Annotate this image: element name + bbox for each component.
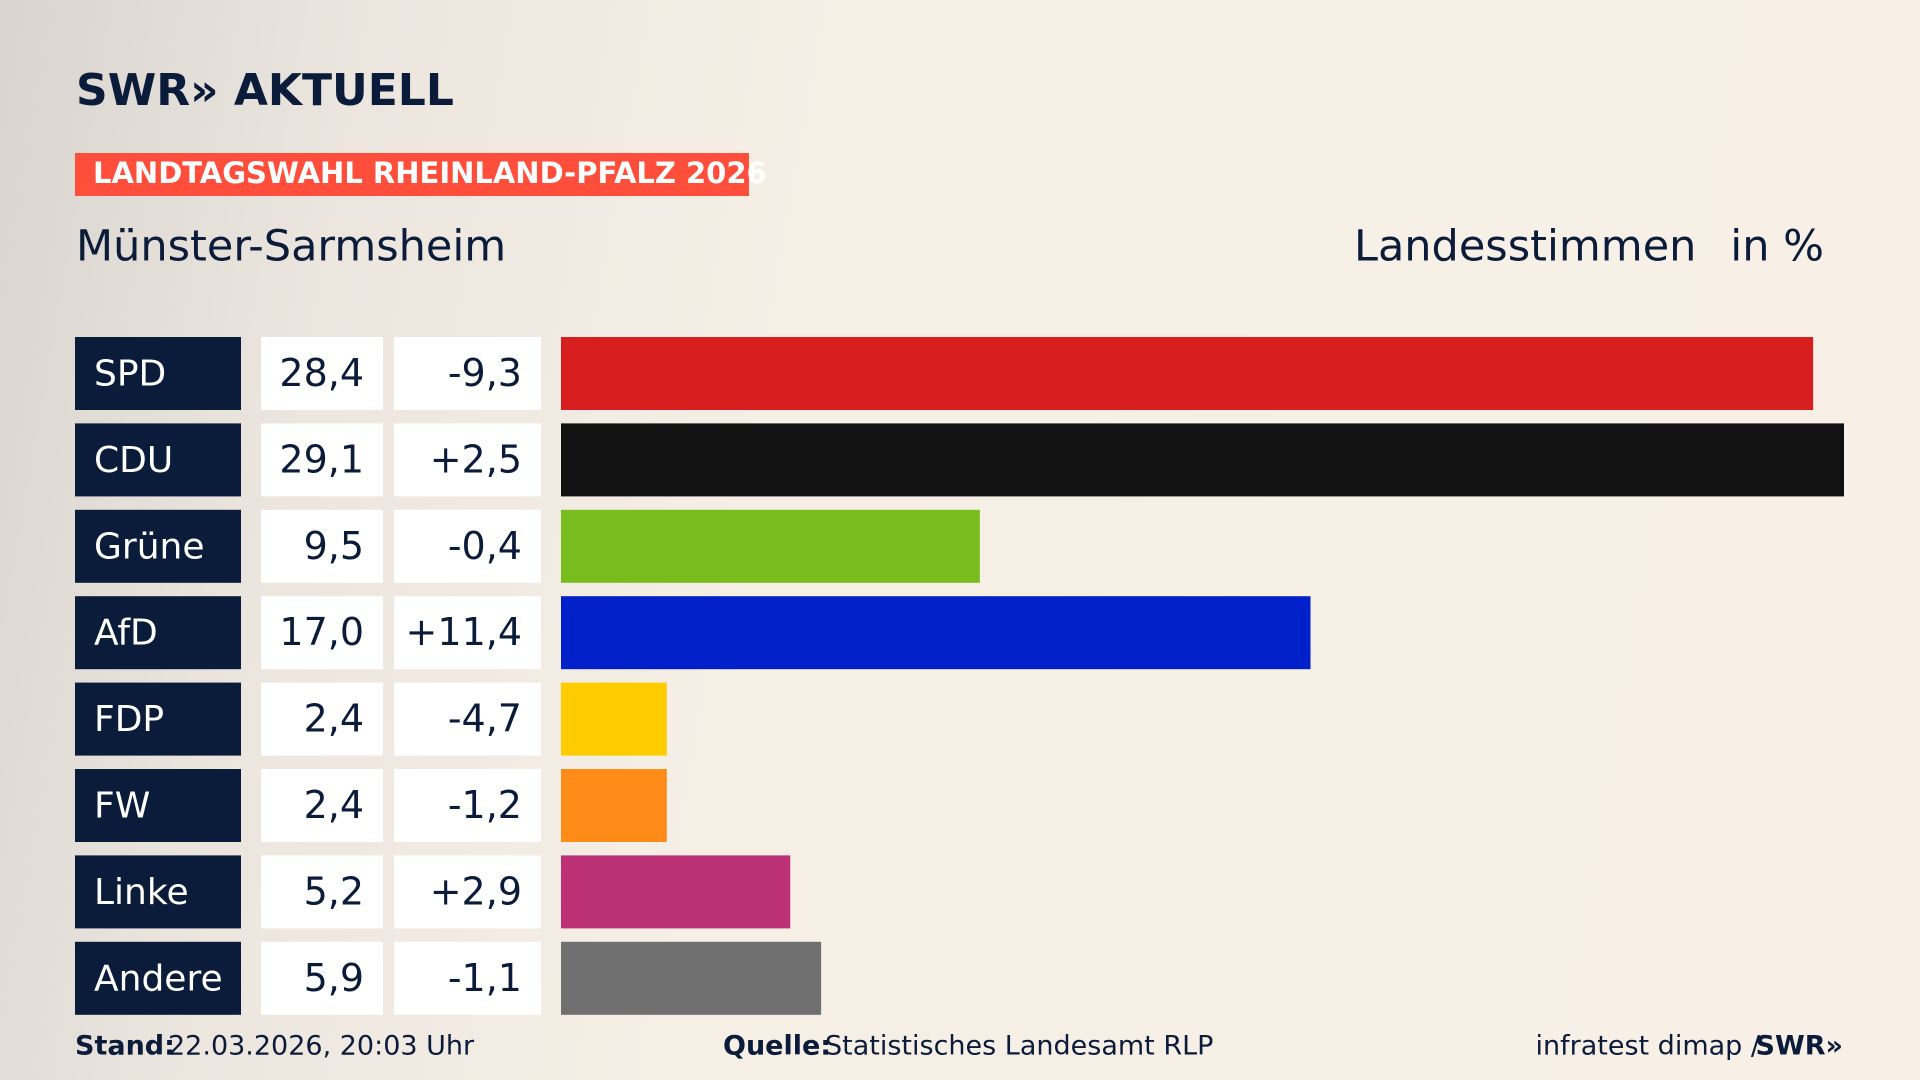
change-cell [394,596,541,670]
chart-title: Münster-Sarmsheim [76,222,506,272]
tag: LANDTAGSWAHL RHEINLAND-PFALZ 2026 [93,156,767,190]
change-label: -4,7 [448,697,522,741]
change-label: -1,1 [448,956,522,1000]
change-cell [394,941,541,1015]
bar [561,769,667,842]
value-label: 29,1 [279,437,364,481]
value-cell [261,509,383,583]
bar [561,596,1311,670]
value-cell [261,682,383,756]
change-cell [394,337,541,410]
change-label: -9,3 [448,351,522,395]
party-cell [75,941,241,1015]
value-cell [261,423,383,497]
value-cell [261,337,383,410]
bar [561,941,822,1015]
change-label: +11,4 [406,610,522,654]
change-cell [394,682,541,756]
tag-background [75,153,749,196]
change-label: +2,5 [430,437,522,481]
change-cell [394,509,541,583]
party-label: Linke [94,872,189,913]
party-cell [75,337,241,410]
value-cell [261,596,383,670]
change-cell [394,855,541,929]
value-label: 28,4 [279,351,364,395]
party-cell [75,509,241,583]
bar [561,682,667,756]
change-cell [394,423,541,497]
party-cell [75,596,241,670]
unit: in % [1730,222,1824,272]
chart-subtitle: Landesstimmen [1354,222,1696,272]
party-cell [75,769,241,842]
party-cell [75,423,241,497]
party-label: Andere [94,958,223,999]
change-label: +2,9 [430,869,522,913]
party-cell [75,682,241,756]
value-label: 17,0 [279,610,364,654]
party-label: FW [94,786,150,827]
bar [561,855,791,929]
stand: 22.03.2026, 20:03 Uhr [168,1031,475,1062]
change-label: -1,2 [448,783,522,827]
value-label: 2,4 [304,697,364,741]
brand: SWR» [1756,1031,1843,1062]
party-cell [75,855,241,929]
change-cell [394,769,541,842]
party-label: Grüne [94,526,204,567]
bar [561,509,980,583]
value-label: 2,4 [304,783,364,827]
bar [561,423,1844,497]
party-label: SPD [94,354,166,395]
party-label: AfD [94,613,158,654]
value-label: 5,9 [304,956,364,1000]
party-label: FDP [94,699,164,740]
credit: infratest dimap / [1535,1031,1760,1062]
source-label: Quelle: [723,1031,831,1062]
value-cell [261,941,383,1015]
value-cell [261,769,383,842]
party-label: CDU [94,440,173,481]
value-label: 9,5 [304,524,364,568]
source: Statistisches Landesamt RLP [825,1031,1213,1062]
logo: SWR» AKTUELL [76,65,454,116]
bar [561,337,1814,410]
value-label: 5,2 [304,869,364,913]
stand-label: Stand: [75,1031,175,1062]
value-cell [261,855,383,929]
change-label: -0,4 [448,524,522,568]
